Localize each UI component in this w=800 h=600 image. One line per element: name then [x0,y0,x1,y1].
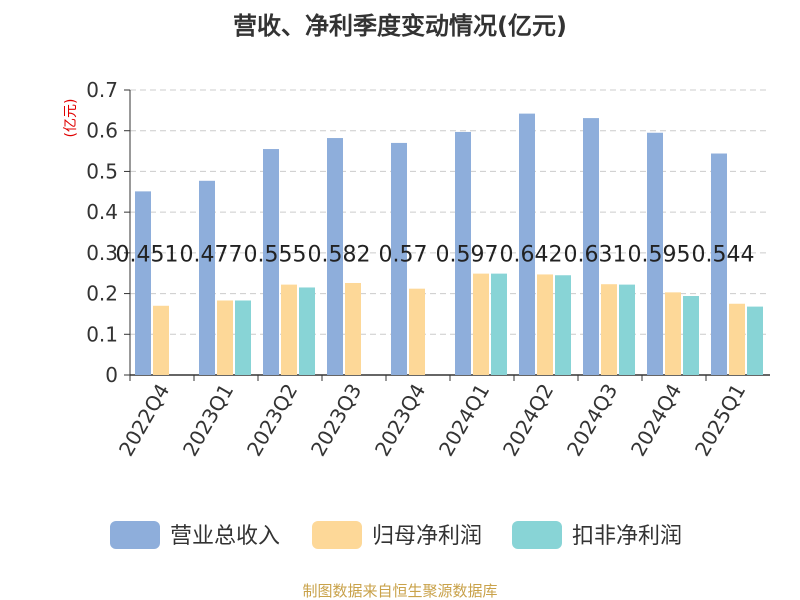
bar-2023Q2-series-0 [263,149,279,375]
bar-2024Q3-series-1 [601,284,617,375]
y-tick-label: 0.1 [86,322,118,346]
y-tick-label: 0.7 [86,78,118,102]
legend-label-2: 扣非净利润 [572,524,682,549]
bar-2023Q4-series-0 [391,142,407,375]
chart-title: 营收、净利季度变动情况(亿元) [233,12,567,40]
x-tick-label: 2024Q3 [562,380,622,461]
y-tick-label: 0.4 [86,200,118,224]
source-note: 制图数据来自恒生聚源数据库 [302,582,497,600]
x-tick-label: 2023Q2 [242,380,302,461]
bar-2023Q4-series-1 [409,288,425,375]
y-tick-label: 0.2 [86,282,118,306]
legend: 营业总收入 归母净利润 扣非净利润 [110,521,682,549]
bar-2022Q4-series-0 [135,191,151,375]
x-tick-label: 2023Q1 [178,380,238,461]
data-label-2024Q4: 0.595 [628,243,691,268]
y-tick-label: 0.5 [86,159,118,183]
bar-2024Q2-series-0 [519,113,535,375]
bar-2023Q3-series-0 [327,138,343,375]
bar-2024Q2-series-1 [537,274,553,375]
legend-swatch-0 [110,521,160,549]
x-tick-label: 2023Q3 [306,380,366,461]
bar-2024Q4-series-2 [683,296,699,375]
bar-2024Q1-series-2 [491,273,507,375]
data-label-2023Q3: 0.582 [308,243,371,268]
bar-2024Q1-series-1 [473,273,489,375]
bar-2023Q1-series-2 [235,300,251,375]
data-label-2025Q1: 0.544 [692,243,755,268]
y-tick-label: 0 [105,363,118,387]
legend-label-0: 营业总收入 [170,524,280,549]
y-axis-label: (亿元) [63,99,79,138]
bar-2023Q3-series-1 [345,282,361,375]
bar-2024Q3-series-2 [619,284,635,375]
bar-2023Q1-series-0 [199,180,215,375]
bar-2023Q2-series-2 [299,287,315,375]
x-tick-label: 2025Q1 [690,380,750,461]
bar-2023Q2-series-1 [281,284,297,375]
legend-swatch-2 [512,521,562,549]
data-label-2024Q1: 0.597 [436,243,499,268]
data-label-2024Q2: 0.642 [500,243,563,268]
data-label-2022Q4: 0.451 [116,243,179,268]
bar-2025Q1-series-1 [729,303,745,375]
x-tick-label: 2024Q2 [498,380,558,461]
x-tick-label: 2024Q4 [626,380,686,461]
y-tick-label: 0.6 [86,119,118,143]
bar-2022Q4-series-1 [153,305,169,375]
gridlines [130,89,770,335]
axes: 0 0.1 0.2 0.3 0.4 0.5 0.6 0.7 2022Q4 2023Q1 2023Q2… [86,78,770,460]
legend-label-1: 归母净利润 [372,524,482,549]
legend-swatch-1 [312,521,362,549]
bar-2024Q2-series-2 [555,275,571,375]
data-label-2024Q3: 0.631 [564,243,627,268]
y-tick-label: 0.3 [86,241,118,265]
data-label-2023Q1: 0.477 [180,243,243,268]
bar-2024Q4-series-0 [647,132,663,375]
x-tick-label: 2024Q1 [434,380,494,461]
bar-2024Q3-series-0 [583,118,599,375]
bars [135,113,763,375]
data-label-2023Q4: 0.57 [379,243,428,268]
x-tick-label: 2022Q4 [114,380,174,461]
x-tick-label: 2023Q4 [370,380,430,461]
bar-2023Q1-series-1 [217,300,233,375]
data-label-2023Q2: 0.555 [244,243,307,268]
bar-2025Q1-series-2 [747,306,763,375]
bar-2024Q1-series-0 [455,131,471,375]
bar-2025Q1-series-0 [711,153,727,375]
data-labels: 0.451 0.477 0.555 0.582 0.57 0.597 0.642 0.631 0… [116,243,755,268]
bar-2024Q4-series-1 [665,292,681,375]
